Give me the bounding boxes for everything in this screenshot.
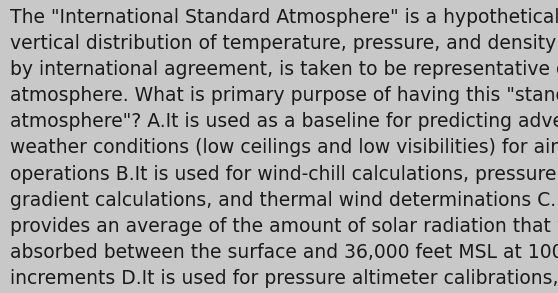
Text: The "International Standard Atmosphere" is a hypothetical
vertical distribution : The "International Standard Atmosphere" … [10, 8, 558, 293]
